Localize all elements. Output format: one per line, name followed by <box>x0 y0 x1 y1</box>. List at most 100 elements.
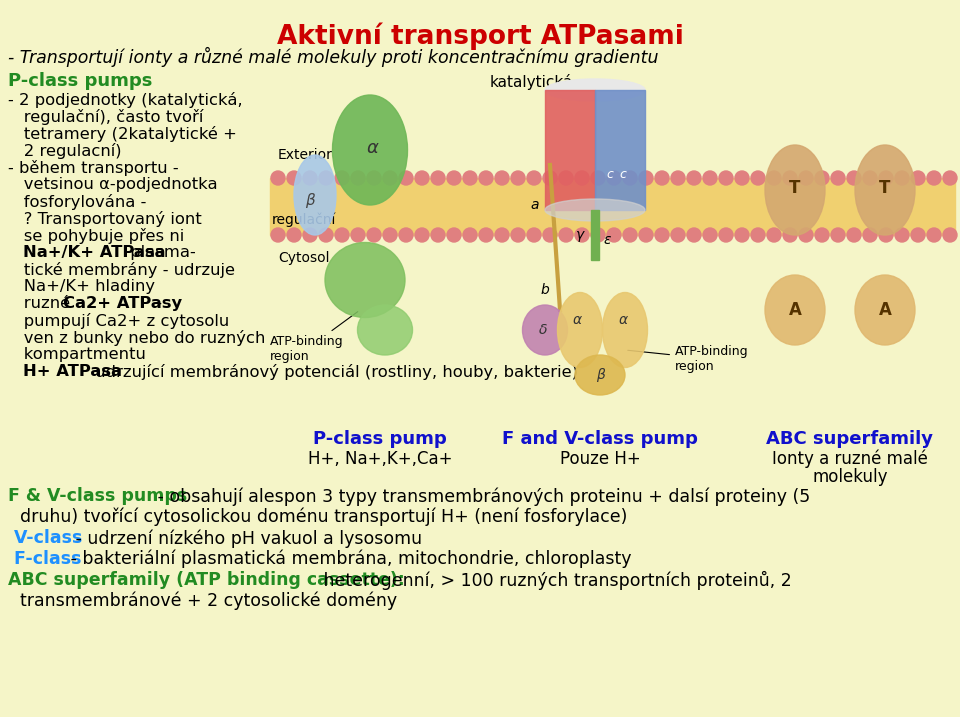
Circle shape <box>831 228 845 242</box>
Circle shape <box>911 228 925 242</box>
Circle shape <box>447 228 461 242</box>
Circle shape <box>527 171 541 185</box>
Circle shape <box>703 228 717 242</box>
Circle shape <box>703 171 717 185</box>
Text: ABC superfamily (ATP binding cassette):: ABC superfamily (ATP binding cassette): <box>8 571 405 589</box>
Circle shape <box>559 171 573 185</box>
Circle shape <box>399 171 413 185</box>
Text: ? Transportovaný iont: ? Transportovaný iont <box>8 211 202 227</box>
Circle shape <box>847 228 861 242</box>
Circle shape <box>831 171 845 185</box>
Circle shape <box>735 228 749 242</box>
Text: T: T <box>879 179 891 197</box>
Text: δ: δ <box>539 323 547 337</box>
Circle shape <box>655 228 669 242</box>
Circle shape <box>735 171 749 185</box>
Circle shape <box>607 171 621 185</box>
Ellipse shape <box>855 275 915 345</box>
Circle shape <box>335 171 349 185</box>
Circle shape <box>687 171 701 185</box>
Bar <box>545 90 595 210</box>
Circle shape <box>671 228 685 242</box>
Ellipse shape <box>765 275 825 345</box>
Text: plasma-: plasma- <box>125 245 196 260</box>
Text: ruzné: ruzné <box>8 296 76 311</box>
Text: β: β <box>595 368 605 382</box>
Text: P-class pump: P-class pump <box>313 430 446 448</box>
Circle shape <box>895 228 909 242</box>
Circle shape <box>447 171 461 185</box>
Circle shape <box>687 228 701 242</box>
Text: ven z bunky nebo do ruzných: ven z bunky nebo do ruzných <box>8 330 265 346</box>
Text: α: α <box>618 313 628 327</box>
Circle shape <box>751 228 765 242</box>
Circle shape <box>559 228 573 242</box>
Text: tetramery (2katalytické +: tetramery (2katalytické + <box>8 126 237 142</box>
Text: H+ ATPasa: H+ ATPasa <box>23 364 122 379</box>
Text: ABC superfamily: ABC superfamily <box>766 430 933 448</box>
Text: 2 regulacní): 2 regulacní) <box>8 143 122 159</box>
Text: pumpují Ca2+ z cytosolu: pumpují Ca2+ z cytosolu <box>8 313 229 329</box>
Text: transmembránové + 2 cytosolické domény: transmembránové + 2 cytosolické domény <box>20 592 397 610</box>
Bar <box>591 210 599 260</box>
Circle shape <box>479 171 493 185</box>
Circle shape <box>319 171 333 185</box>
Circle shape <box>927 228 941 242</box>
Text: F-class: F-class <box>8 550 82 568</box>
Text: A: A <box>788 301 802 319</box>
Circle shape <box>431 228 445 242</box>
Text: α: α <box>366 139 378 157</box>
Circle shape <box>303 228 317 242</box>
Text: Ca2+ ATPasy: Ca2+ ATPasy <box>63 296 182 311</box>
Ellipse shape <box>522 305 567 355</box>
Text: molekuly: molekuly <box>812 468 888 486</box>
Text: kompartmentu: kompartmentu <box>8 347 146 362</box>
Circle shape <box>879 228 893 242</box>
Circle shape <box>591 228 605 242</box>
Circle shape <box>367 171 381 185</box>
Circle shape <box>287 228 301 242</box>
Circle shape <box>799 228 813 242</box>
Ellipse shape <box>357 305 413 355</box>
Text: Na+/K+ hladiny: Na+/K+ hladiny <box>8 279 156 294</box>
Circle shape <box>287 171 301 185</box>
Text: regulační), často tvoří: regulační), často tvoří <box>8 109 204 125</box>
Circle shape <box>383 171 397 185</box>
Text: Cytosol: Cytosol <box>278 251 329 265</box>
Text: udrzující membránový potenciál (rostliny, houby, bakterie): udrzující membránový potenciál (rostliny… <box>90 364 578 380</box>
Circle shape <box>719 228 733 242</box>
Text: b: b <box>540 283 549 297</box>
Text: katalytická: katalytická <box>490 74 573 90</box>
Circle shape <box>351 228 365 242</box>
Circle shape <box>431 171 445 185</box>
Text: α: α <box>572 313 582 327</box>
Circle shape <box>943 171 957 185</box>
Circle shape <box>815 171 829 185</box>
Circle shape <box>671 171 685 185</box>
Circle shape <box>543 228 557 242</box>
Text: ε: ε <box>603 233 611 247</box>
Circle shape <box>527 228 541 242</box>
Circle shape <box>879 171 893 185</box>
Circle shape <box>863 171 877 185</box>
Circle shape <box>335 228 349 242</box>
Text: A: A <box>878 301 892 319</box>
Circle shape <box>591 171 605 185</box>
Text: - obsahují alespon 3 typy transmembránových proteinu + dalsí proteiny (5: - obsahují alespon 3 typy transmembránov… <box>152 487 810 505</box>
Circle shape <box>575 171 589 185</box>
Circle shape <box>639 171 653 185</box>
Text: vetsinou α-podjednotka: vetsinou α-podjednotka <box>8 177 218 192</box>
Circle shape <box>895 171 909 185</box>
Circle shape <box>847 171 861 185</box>
Circle shape <box>639 228 653 242</box>
Circle shape <box>319 228 333 242</box>
Text: fosforylována -: fosforylována - <box>8 194 146 210</box>
Ellipse shape <box>575 355 625 395</box>
Text: tické membrány - udrzuje: tické membrány - udrzuje <box>8 262 235 278</box>
Text: F & V-class pumps: F & V-class pumps <box>8 487 187 505</box>
Circle shape <box>271 228 285 242</box>
Text: P-class pumps: P-class pumps <box>8 72 153 90</box>
Circle shape <box>751 171 765 185</box>
Text: se pohybuje přes ni: se pohybuje přes ni <box>8 228 184 244</box>
Circle shape <box>495 171 509 185</box>
